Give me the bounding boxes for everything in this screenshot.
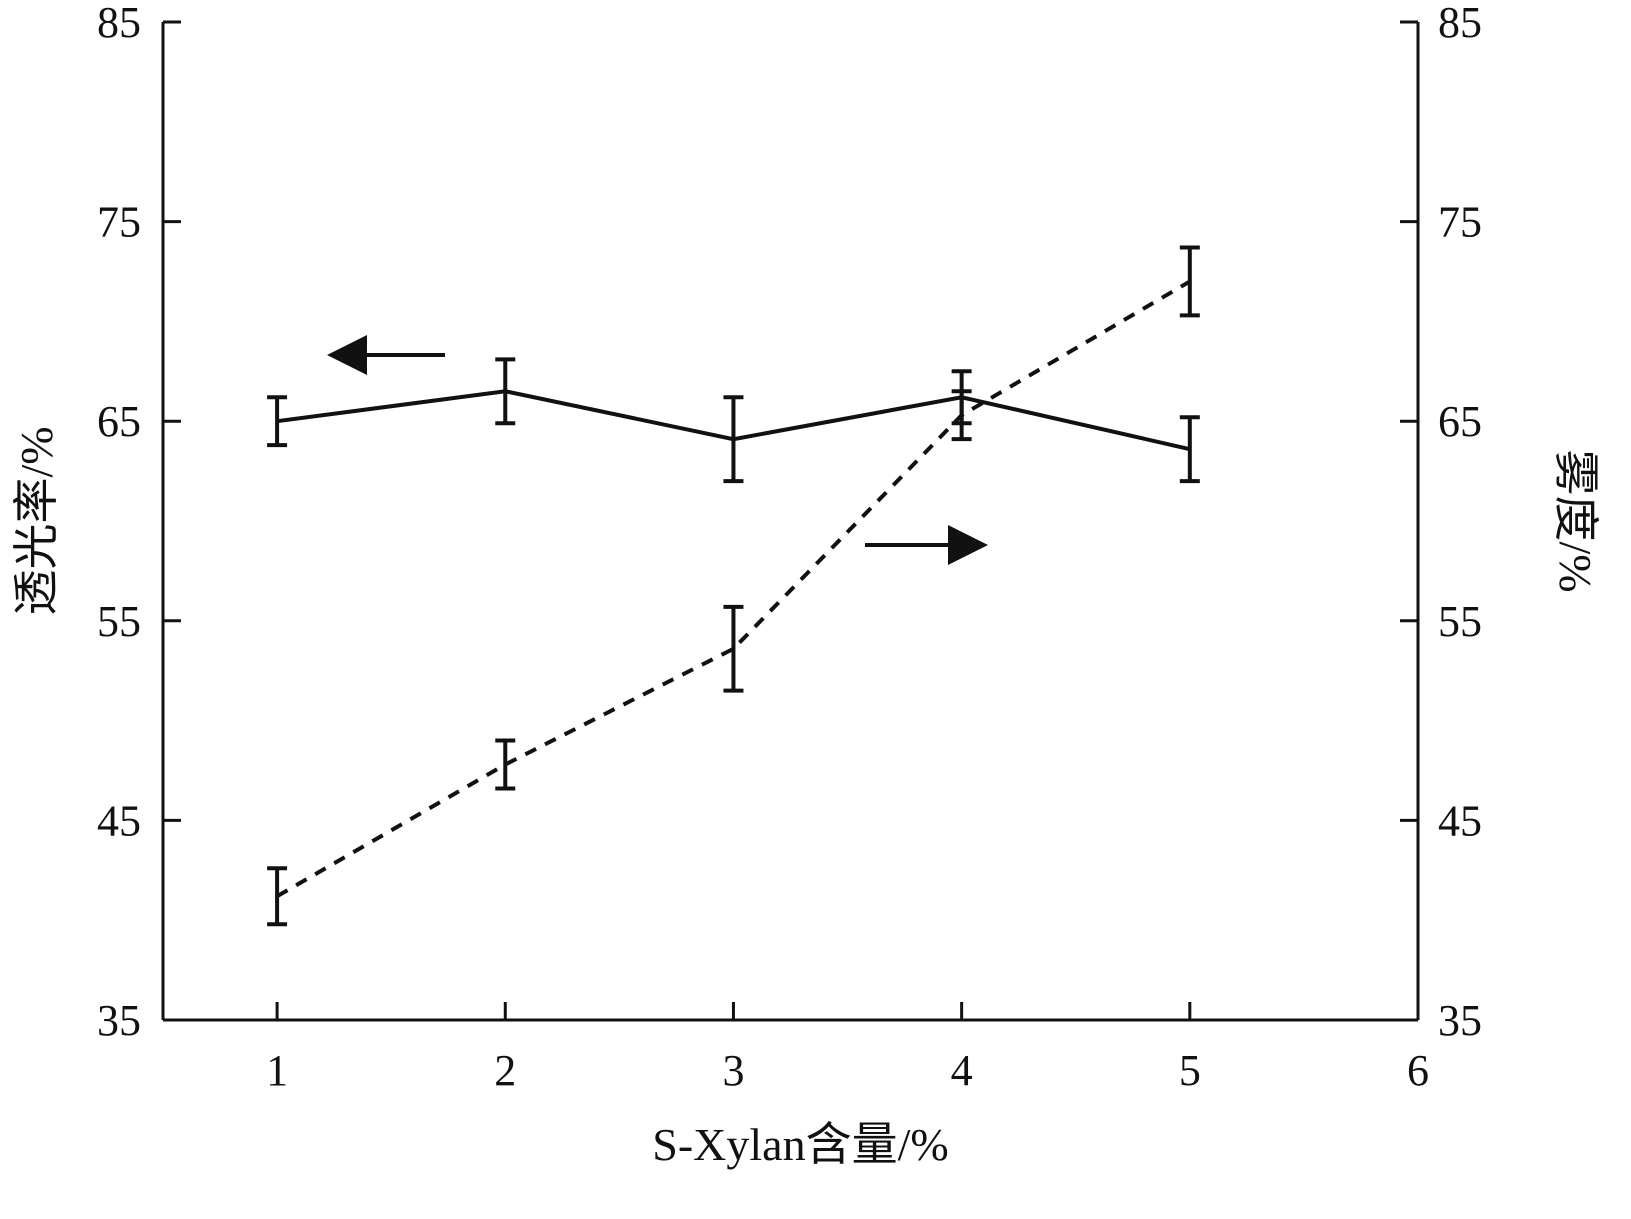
left-y-tick-label: 65 — [97, 397, 141, 446]
error-bar — [267, 866, 288, 927]
left-y-tick-label: 55 — [97, 597, 141, 646]
left-y-tick-label: 85 — [97, 0, 141, 47]
right-y-axis-title: 雾度/% — [1550, 449, 1601, 592]
left-y-tick-label: 35 — [97, 996, 141, 1045]
series-line-right-axis — [276, 279, 1191, 898]
error-bar — [951, 389, 972, 442]
right-y-tick-label: 85 — [1438, 0, 1482, 47]
left-y-tick-label: 75 — [97, 198, 141, 247]
x-tick-label: 5 — [1179, 1046, 1201, 1095]
x-tick-label: 4 — [951, 1046, 973, 1095]
error-bar — [495, 357, 516, 426]
series-layer — [267, 245, 1200, 927]
left-y-axis-title: 透光率/% — [11, 426, 62, 615]
right-y-tick-label: 65 — [1438, 397, 1482, 446]
right-y-tick-label: 75 — [1438, 198, 1482, 247]
x-axis-title: S-Xylan含量/% — [652, 1119, 948, 1170]
error-bar — [1179, 245, 1200, 318]
x-tick-label: 1 — [266, 1046, 288, 1095]
error-bar — [267, 395, 288, 448]
error-bar — [723, 395, 744, 484]
annotation-layer — [327, 335, 988, 565]
x-tick-label: 3 — [722, 1046, 744, 1095]
right-y-tick-label: 45 — [1438, 796, 1482, 845]
error-bar — [1179, 415, 1200, 484]
error-bar — [723, 604, 744, 693]
right-y-tick-label: 35 — [1438, 996, 1482, 1045]
left-y-tick-label: 45 — [97, 796, 141, 845]
x-tick-label: 2 — [494, 1046, 516, 1095]
right-y-tick-label: 55 — [1438, 597, 1482, 646]
error-bar — [495, 738, 516, 791]
x-tick-label: 6 — [1407, 1046, 1429, 1095]
